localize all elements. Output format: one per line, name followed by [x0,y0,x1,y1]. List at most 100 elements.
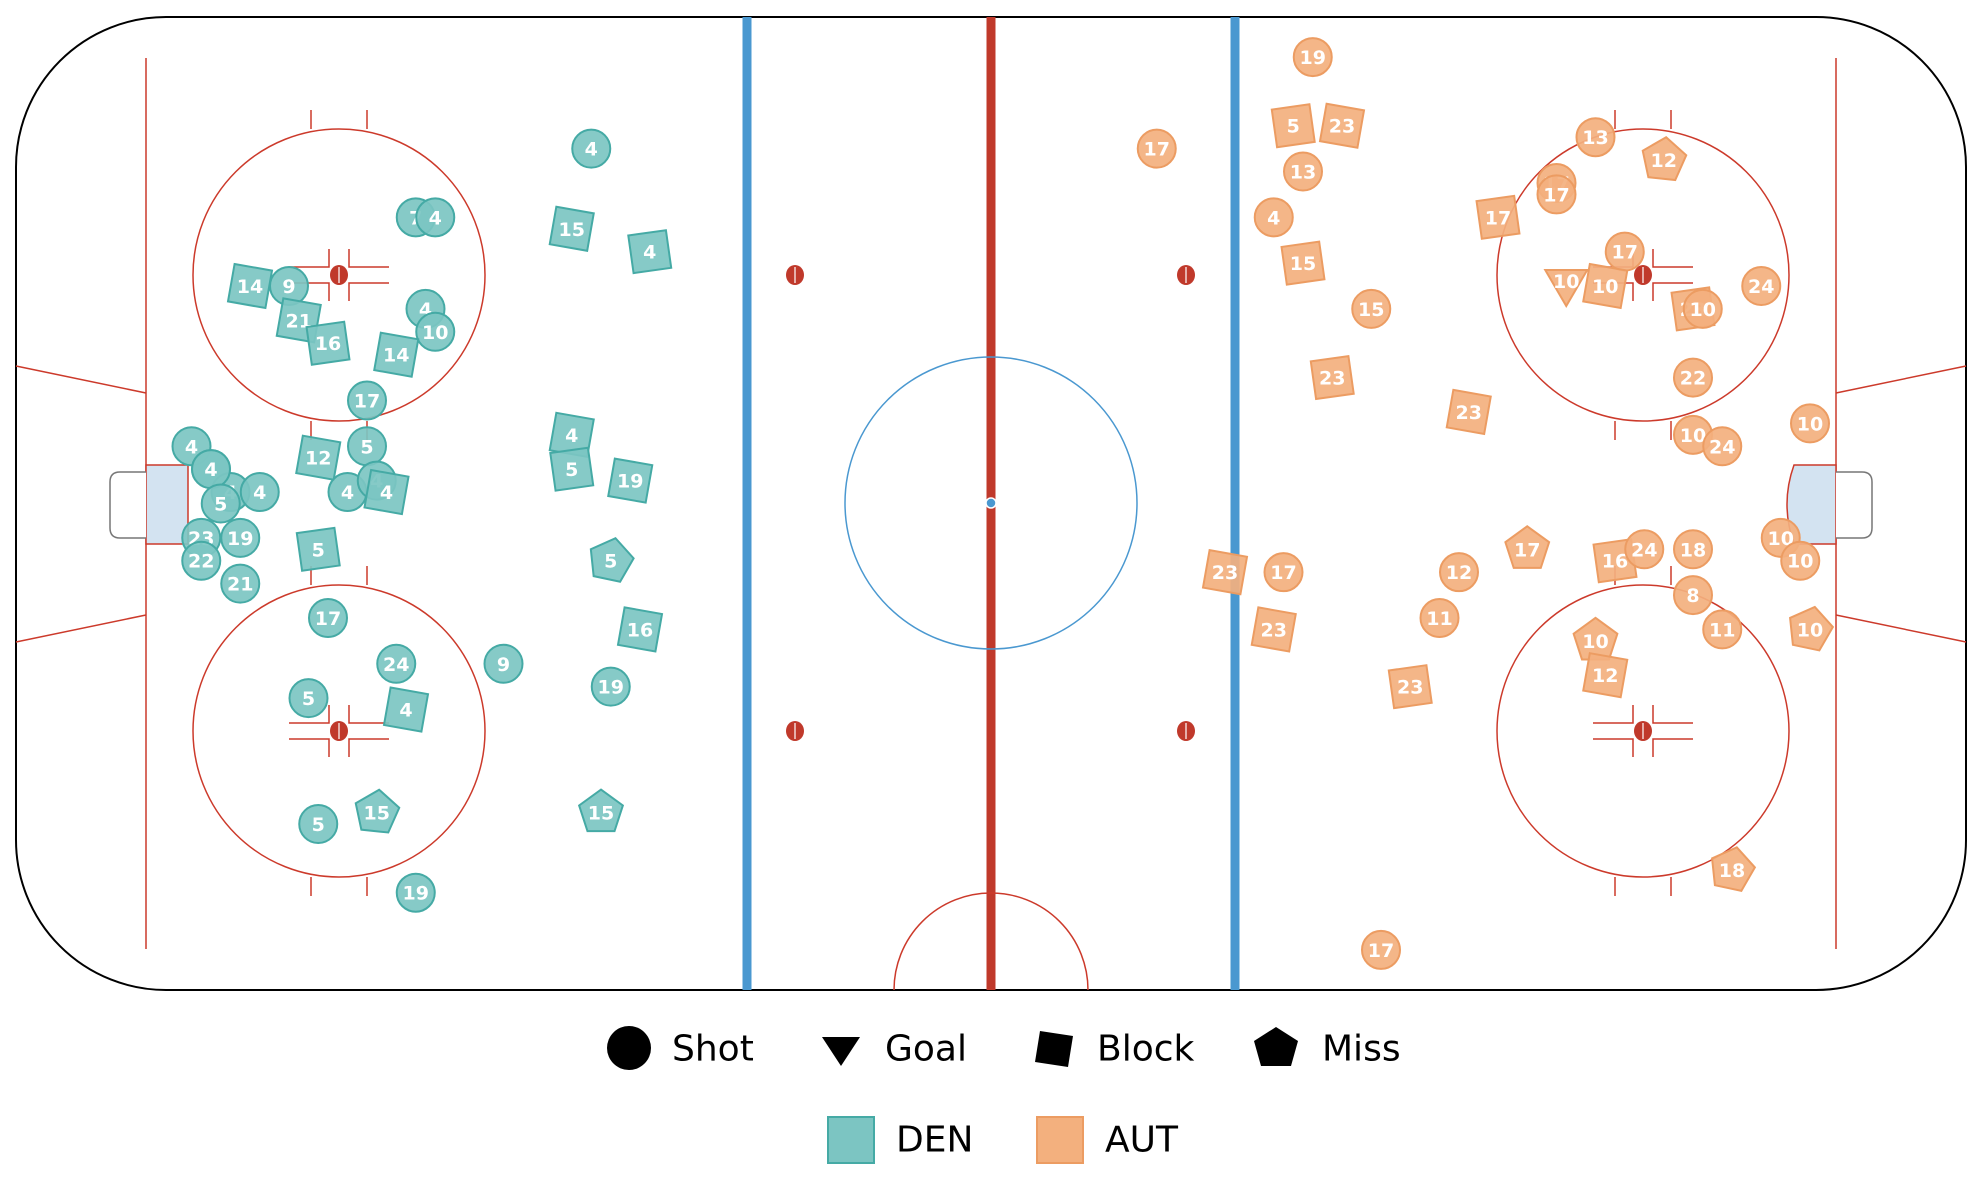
shot-marker [1361,929,1401,970]
shot-marker [1253,197,1294,238]
marker-player-number: 21 [227,574,253,596]
block-marker [1270,103,1316,149]
shot-marker [1673,529,1713,570]
marker-player-number: 5 [565,459,578,481]
marker-player-number: 8 [1686,585,1699,607]
faceoff-l-mark [1652,249,1693,268]
goal-marker [1543,269,1589,308]
marker-player-number: 13 [1582,127,1608,149]
marker-player-number: 5 [302,688,315,710]
event-den-shot: 4 [239,472,280,513]
event-den-shot: 5 [347,426,387,467]
event-aut-block: 15 [1280,240,1326,286]
event-den-shot: 5 [200,483,241,524]
shot-marker [1263,552,1304,593]
miss-marker [1789,605,1835,652]
event-aut-shot: 10 [1780,540,1821,581]
marker-player-number: 12 [1592,665,1618,687]
event-aut-shot: 17 [1536,174,1577,215]
event-aut-shot: 24 [1741,266,1782,307]
shot-marker [1702,426,1743,467]
shot-marker [1702,609,1743,650]
shot-marker [1419,597,1460,638]
event-den-shot: 4 [191,449,231,490]
legend-goal-symbol [822,1037,860,1066]
shot-marker [1780,540,1821,581]
legend-den-swatch [827,1116,875,1164]
marker-player-number: 5 [604,551,617,573]
marker-player-number: 4 [185,436,198,458]
marker-player-number: 18 [1680,539,1706,561]
marker-player-number: 10 [1768,528,1794,550]
legend-aut-swatch [1036,1116,1084,1164]
left-trapezoid-bottom [15,614,147,643]
event-den-block: 5 [549,446,595,492]
shot-marker [220,517,261,558]
faceoff-l-mark [289,705,330,724]
shot-marker [1624,529,1665,570]
event-aut-block: 23 [1250,606,1297,653]
event-aut-shot: 19 [1292,37,1333,78]
faceoff-l-mark [348,249,389,268]
legend-item-goal: Goal [822,1029,967,1070]
rink [15,16,1967,991]
miss-marker [577,788,625,833]
event-aut-shot: 22 [1673,357,1713,398]
legend-item-miss: Miss [1254,1027,1401,1070]
miss-marker [1711,846,1757,892]
shot-marker [1673,357,1713,398]
faceoff-l-mark [289,738,330,757]
marker-player-number: 17 [1612,242,1638,264]
marker-player-number: 10 [1553,271,1579,293]
event-aut-block: 23 [1445,388,1492,436]
marker-player-number: 9 [497,654,510,676]
event-den-block: 14 [373,331,420,378]
marker-player-number: 10 [1787,551,1813,573]
miss-marker [1641,135,1688,182]
shot-marker [376,643,417,684]
event-den-shot: 9 [483,643,524,684]
shot-marker [1351,288,1392,329]
block-marker [1201,549,1249,596]
block-marker [1250,606,1297,653]
legend-den-label: DEN [896,1120,973,1161]
faceoff-l-mark [1593,738,1634,757]
shot-marker [1741,266,1782,307]
block-marker [616,606,664,653]
marker-player-number: 10 [1797,413,1823,435]
event-aut-block: 5 [1270,103,1316,149]
shot-marker [239,472,280,513]
event-aut-shot: 13 [1575,117,1616,158]
marker-player-number: 21 [286,310,312,332]
marker-player-number: 19 [598,677,624,699]
shot-marker [395,872,436,913]
block-marker [548,205,595,252]
event-aut-miss: 10 [1572,616,1619,661]
event-den-shot: 9 [269,266,309,307]
block-marker [295,526,341,572]
event-den-shot: 17 [347,380,387,421]
event-aut-goal: 10 [1543,269,1589,308]
event-aut-shot: 17 [1361,929,1401,970]
faceoff-l-mark [348,705,389,724]
marker-player-number: 17 [1368,940,1394,962]
event-aut-miss: 17 [1504,525,1551,569]
shot-marker [200,483,241,524]
block-marker [226,262,274,310]
marker-player-number: 5 [214,494,227,516]
faceoff-l-mark [1652,738,1693,757]
event-aut-shot: 17 [1136,128,1177,169]
event-den-block: 16 [305,320,351,366]
block-marker [627,229,673,275]
marker-player-number: 22 [188,551,214,573]
marker-player-number: 4 [380,482,393,504]
marker-player-number: 15 [1358,299,1384,321]
legend-item-den: DEN [827,1116,973,1164]
shot-marker [1292,37,1333,78]
event-den-shot: 4 [571,128,612,169]
marker-player-number: 11 [1426,608,1452,630]
marker-player-number: 16 [1602,551,1628,573]
marker-player-number: 19 [1300,47,1326,69]
block-marker [1582,652,1629,699]
legend-aut-label: AUT [1105,1120,1179,1161]
